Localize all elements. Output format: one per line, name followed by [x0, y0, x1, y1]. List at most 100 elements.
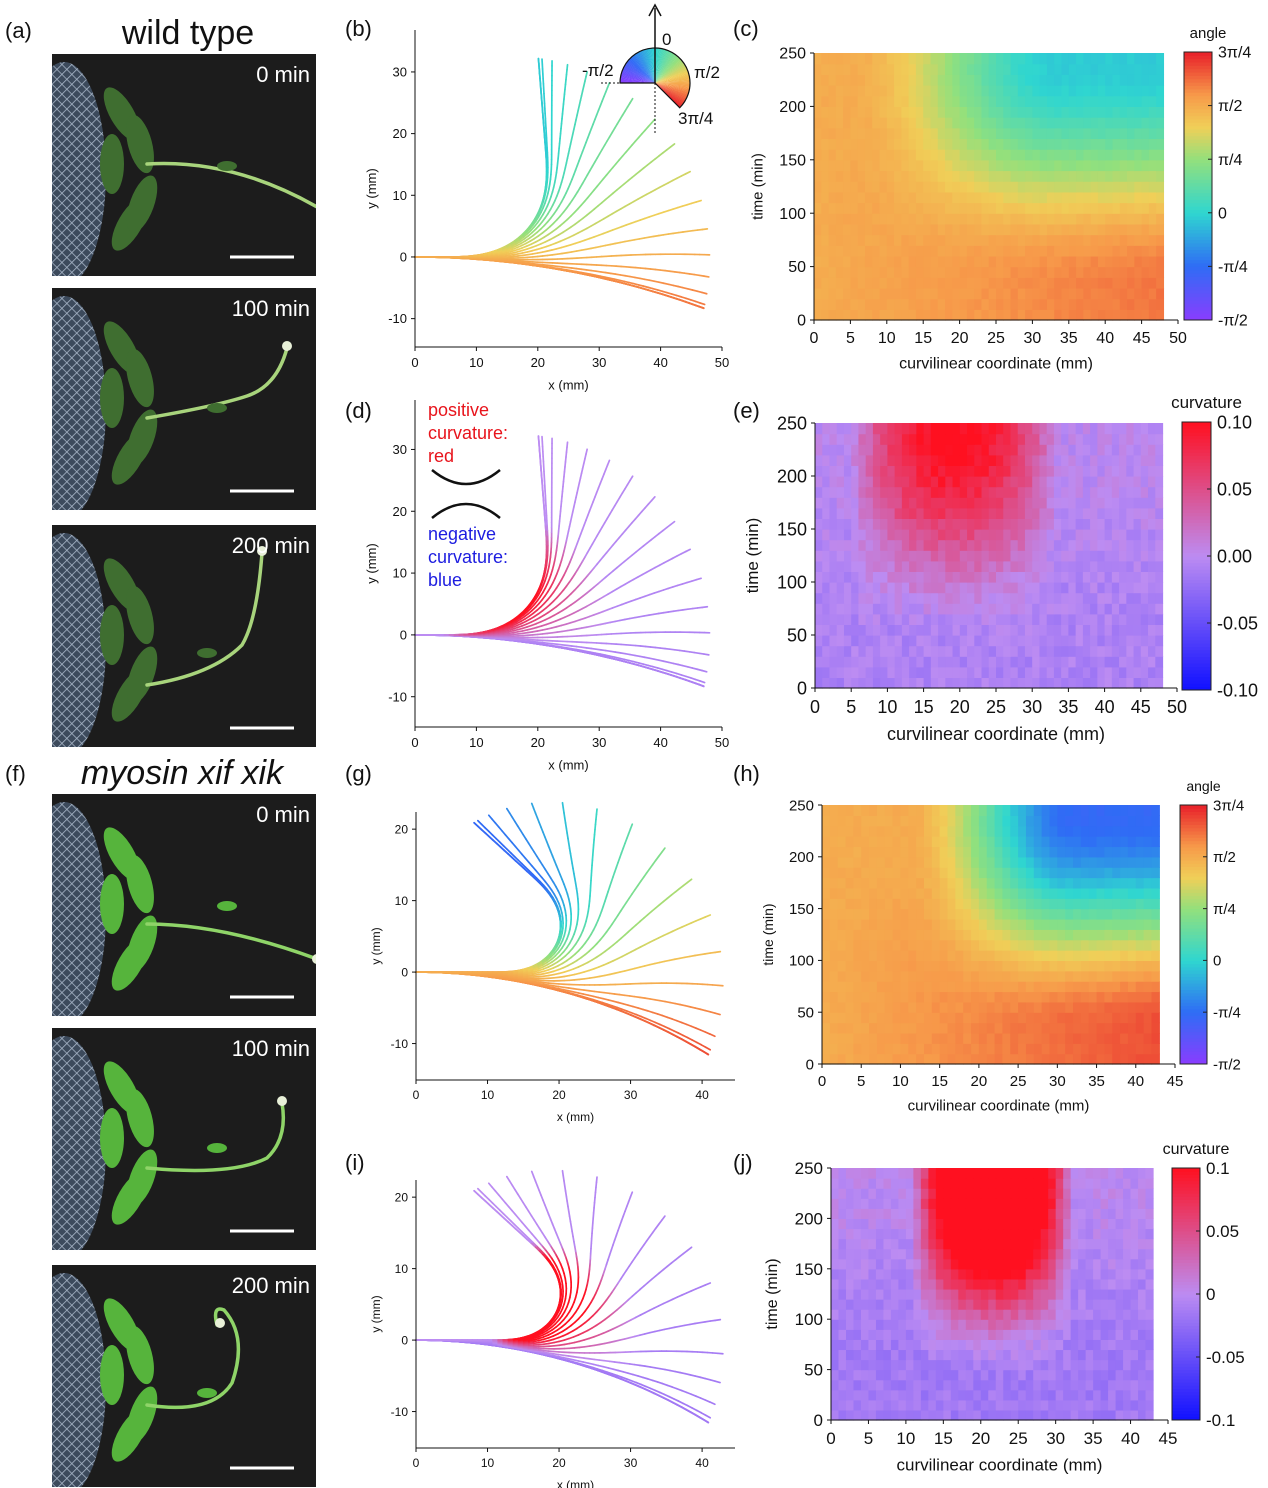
heatmap-cell [1090, 497, 1098, 508]
heatmap-cell [938, 635, 946, 646]
heatmap-cell [916, 309, 924, 320]
heatmap-cell [1149, 181, 1157, 192]
heatmap-cell [1105, 160, 1113, 171]
heatmap-cell [836, 203, 844, 214]
heatmap-cell [887, 288, 895, 299]
heatmap-cell [836, 74, 844, 85]
heatmap-cell [1112, 288, 1120, 299]
colorbar-step [1184, 243, 1212, 247]
heatmap-cell [1120, 53, 1128, 64]
heatmap-cell [916, 550, 924, 561]
heatmap-cell [989, 624, 997, 635]
heatmap-cell [1069, 213, 1077, 224]
heatmap-cell [1134, 667, 1142, 678]
heatmap-cell [880, 593, 888, 604]
heatmap-cell [996, 518, 1004, 529]
heatmap-cell [1003, 160, 1011, 171]
heatmap-cell [1054, 181, 1062, 192]
heatmap-cell [1018, 561, 1026, 572]
heatmap-cell [953, 624, 961, 635]
heatmap-cell [851, 624, 859, 635]
heatmap-cell [1134, 192, 1142, 203]
colorbar-step [1184, 310, 1212, 314]
heatmap-cell [1039, 582, 1047, 593]
heatmap-cell [1134, 181, 1142, 192]
heatmap-cell [1112, 277, 1120, 288]
heatmap-cell [960, 646, 968, 657]
heatmap-cell [872, 203, 880, 214]
heatmap-cell [923, 64, 931, 75]
heatmap-cell [945, 149, 953, 160]
heatmap-cell [916, 529, 924, 540]
heatmap-cell [1054, 74, 1062, 85]
heatmap-cell [1061, 508, 1069, 519]
colorbar-tick-label: 0 [1218, 205, 1227, 222]
heatmap-cell [1025, 288, 1033, 299]
heatmap-cell [952, 106, 960, 117]
heatmap-cell [1142, 299, 1150, 310]
heatmap-cell [814, 288, 822, 299]
heatmap-cell [1105, 96, 1113, 107]
heatmap-cell [1112, 74, 1120, 85]
heatmap-cell [822, 656, 830, 667]
heatmap-cell [909, 487, 917, 498]
heatmap-cell [1155, 529, 1163, 540]
heatmap-cell [1090, 529, 1098, 540]
heatmap-cell [967, 667, 975, 678]
heatmap-cell [960, 85, 968, 96]
heatmap-cell [931, 614, 939, 625]
heatmap-cell [1010, 603, 1018, 614]
heatmap-cell [960, 288, 968, 299]
heatmap-cell [901, 64, 909, 75]
heatmap-cell [1039, 646, 1047, 657]
heatmap-cell [974, 170, 982, 181]
heatmap-cell [1098, 128, 1106, 139]
heatmap-cell [1047, 64, 1055, 75]
heatmap-cell [902, 561, 910, 572]
heatmap-cell [938, 106, 946, 117]
heatmap-cell [887, 213, 895, 224]
heatmap-cell [982, 582, 990, 593]
heatmap-cell [1112, 593, 1120, 604]
heatmap-cell [829, 96, 837, 107]
heatmap-cell [923, 128, 931, 139]
heatmap-cell [1105, 677, 1113, 688]
heatmap-cell [1097, 624, 1105, 635]
heatmap-cell [1047, 170, 1055, 181]
heatmap-cell [1091, 245, 1099, 256]
heatmap-cell [858, 465, 866, 476]
heatmap-cell [821, 117, 829, 128]
panel-label: (c) [733, 16, 759, 41]
heatmap-cell [960, 224, 968, 235]
heatmap-cell [931, 465, 939, 476]
heatmap-cell [1091, 224, 1099, 235]
heatmap-cell [1105, 635, 1113, 646]
heatmap-cell [829, 487, 837, 498]
heatmap-cell [1025, 138, 1033, 149]
heatmap-cell [1076, 181, 1084, 192]
heatmap-cell [1040, 160, 1048, 171]
heatmap-cell [858, 160, 866, 171]
heatmap-cell [858, 309, 866, 320]
heatmap-cell [1098, 299, 1106, 310]
y-tick-label: 20 [393, 504, 407, 519]
heatmap-cell [945, 106, 953, 117]
heatmap-cell [931, 508, 939, 519]
colorbar-step [1184, 233, 1212, 237]
heatmap-cell [1018, 540, 1026, 551]
heatmap-cell [1047, 74, 1055, 85]
heatmap-cell [967, 603, 975, 614]
heatmap-cell [894, 170, 902, 181]
heatmap-cell [967, 106, 975, 117]
heatmap-cell [909, 299, 917, 310]
heatmap-cell [1142, 224, 1150, 235]
heatmap-cell [1003, 667, 1011, 678]
heatmap-cell [1010, 487, 1018, 498]
heatmap-cell [996, 540, 1004, 551]
heatmap-cell [909, 540, 917, 551]
heatmap-cell [894, 245, 902, 256]
y-tick-label: 250 [779, 46, 806, 63]
heatmap-cell [953, 561, 961, 572]
heatmap-cell [909, 117, 917, 128]
heatmap-cell [858, 64, 866, 75]
